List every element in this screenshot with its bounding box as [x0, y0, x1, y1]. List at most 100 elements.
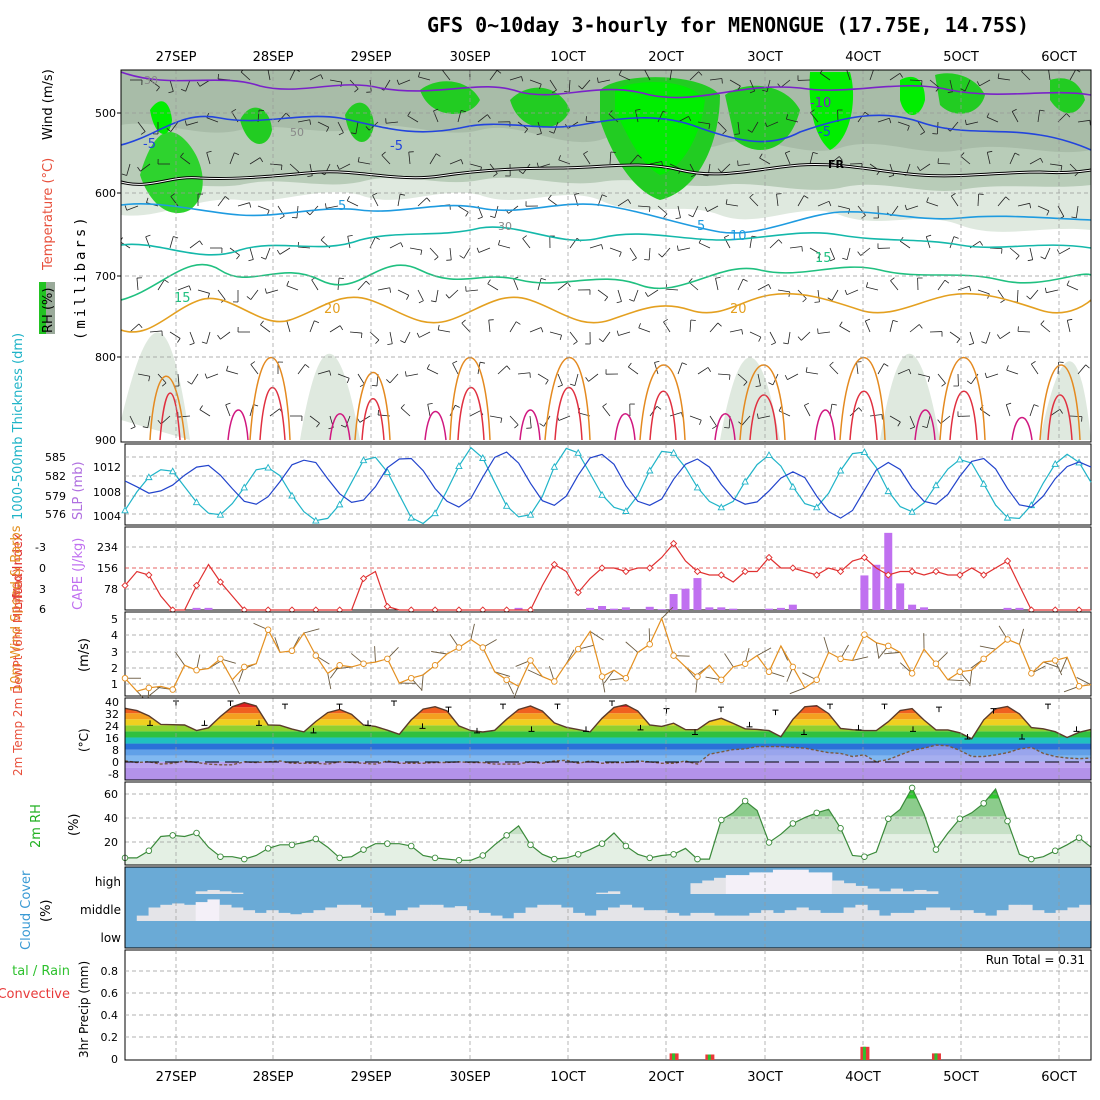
wind-barb-flag: [130, 426, 136, 430]
wind-barb-flag: [909, 426, 915, 430]
data-point: [646, 854, 653, 862]
wind-barb: [1029, 247, 1034, 260]
wind-barb-flag: [234, 152, 240, 156]
wind-barb-flag: [690, 174, 696, 178]
wind-barb-flag: [722, 130, 727, 135]
wind-barb-flag: [316, 422, 320, 428]
data-point: [765, 451, 773, 458]
wind-barb-flag: [360, 332, 363, 339]
wind-barb-flag: [157, 419, 162, 425]
data-point: [598, 840, 606, 847]
cloud-cell: [725, 875, 739, 894]
wind-barb: [404, 331, 411, 343]
cloud-cell: [749, 912, 762, 921]
min-temp-mark: [964, 734, 971, 740]
wind-barb-flag: [1029, 203, 1032, 209]
wind-barb-flag: [250, 361, 256, 365]
wind-barb-flag: [758, 336, 762, 342]
wind-barb-flag: [1060, 165, 1063, 171]
wind-barb: [977, 289, 990, 295]
wind-barb: [469, 163, 482, 168]
precip-rain-bar: [672, 1053, 676, 1060]
wind-barb-flag: [951, 193, 956, 197]
cloud-cell: [525, 907, 538, 921]
wind-barb: [729, 329, 742, 333]
wind-barb-flag: [339, 325, 344, 331]
wind-barb: [347, 200, 359, 207]
wind-barb: [709, 322, 719, 333]
cape-bar: [598, 606, 607, 610]
wind-barb: [317, 370, 330, 375]
cloud-cell: [419, 904, 432, 921]
data-point: [956, 815, 964, 823]
wind-barb: [1009, 247, 1020, 257]
wind-barb: [137, 373, 150, 377]
data-point: [670, 652, 677, 659]
wind-barb: [688, 281, 699, 291]
wind-barb-flag: [1011, 108, 1017, 112]
wind-barb: [897, 368, 910, 375]
wind-barb-flag: [778, 239, 783, 244]
wind-barb-flag: [264, 288, 267, 294]
wind-barb: [149, 330, 162, 333]
data-point: [241, 855, 248, 863]
cloud-cell: [996, 910, 1010, 921]
cloud-cell: [513, 912, 527, 921]
cloud-cell: [690, 883, 703, 894]
wind-barb-flag: [627, 199, 632, 204]
wind-barb: [649, 161, 662, 165]
data-point: [789, 564, 797, 572]
wind-barb-flag: [618, 70, 622, 76]
wind-barb: [126, 205, 139, 211]
data-point: [669, 539, 678, 548]
wind-barb: [969, 331, 975, 344]
wind-barb: [949, 331, 961, 340]
data-point: [622, 567, 630, 576]
wind-barb: [265, 247, 271, 260]
wind-barb: [1066, 320, 1071, 333]
wind-barb-flag: [616, 301, 622, 304]
wind-barb-flag: [831, 403, 837, 406]
wind-barb: [509, 76, 522, 81]
wind-barb: [427, 368, 439, 375]
data-point: [598, 490, 606, 498]
wind-barb: [589, 244, 602, 249]
wind-barb: [189, 240, 200, 249]
wind-barb: [345, 415, 351, 428]
date-label-top: 5OCT: [943, 50, 979, 65]
wind-barb-flag: [1040, 157, 1044, 163]
data-point: [956, 668, 964, 676]
wind-barb: [568, 79, 571, 92]
wind-barb: [126, 163, 131, 176]
thickness-tick: 582: [45, 470, 66, 483]
data-point: [527, 657, 534, 664]
precip-total-label: tal / Rain: [12, 964, 70, 979]
wind-barb: [817, 289, 820, 302]
data-point: [193, 666, 200, 674]
wind-barb-flag: [658, 253, 663, 258]
temp-band: [125, 755, 1091, 762]
date-label-top: 28SEP: [253, 50, 294, 65]
wind-barb-flag: [121, 173, 127, 176]
data-point: [145, 684, 153, 692]
wind-barb-flag: [199, 240, 203, 246]
wind-barb-flag: [1005, 196, 1010, 201]
wind-barb: [628, 366, 639, 375]
wind-barb-flag: [124, 205, 128, 211]
data-point: [789, 663, 797, 671]
wind-barb: [217, 289, 226, 300]
wind-barb-flag: [166, 128, 172, 132]
cloud-cell: [348, 904, 362, 921]
wind-barb: [1077, 364, 1087, 375]
wind-barb: [689, 71, 699, 81]
wind-barb-flag: [400, 340, 405, 344]
wind-barb-flag: [899, 73, 903, 78]
wind-barb-flag: [675, 217, 681, 220]
wind-barb-flag: [246, 296, 252, 300]
wind-barb-flag: [372, 192, 378, 196]
wind-barb: [787, 331, 791, 344]
wind-barb: [857, 205, 866, 216]
precip-rain-bar: [934, 1053, 938, 1060]
wind-barb: [819, 72, 831, 81]
